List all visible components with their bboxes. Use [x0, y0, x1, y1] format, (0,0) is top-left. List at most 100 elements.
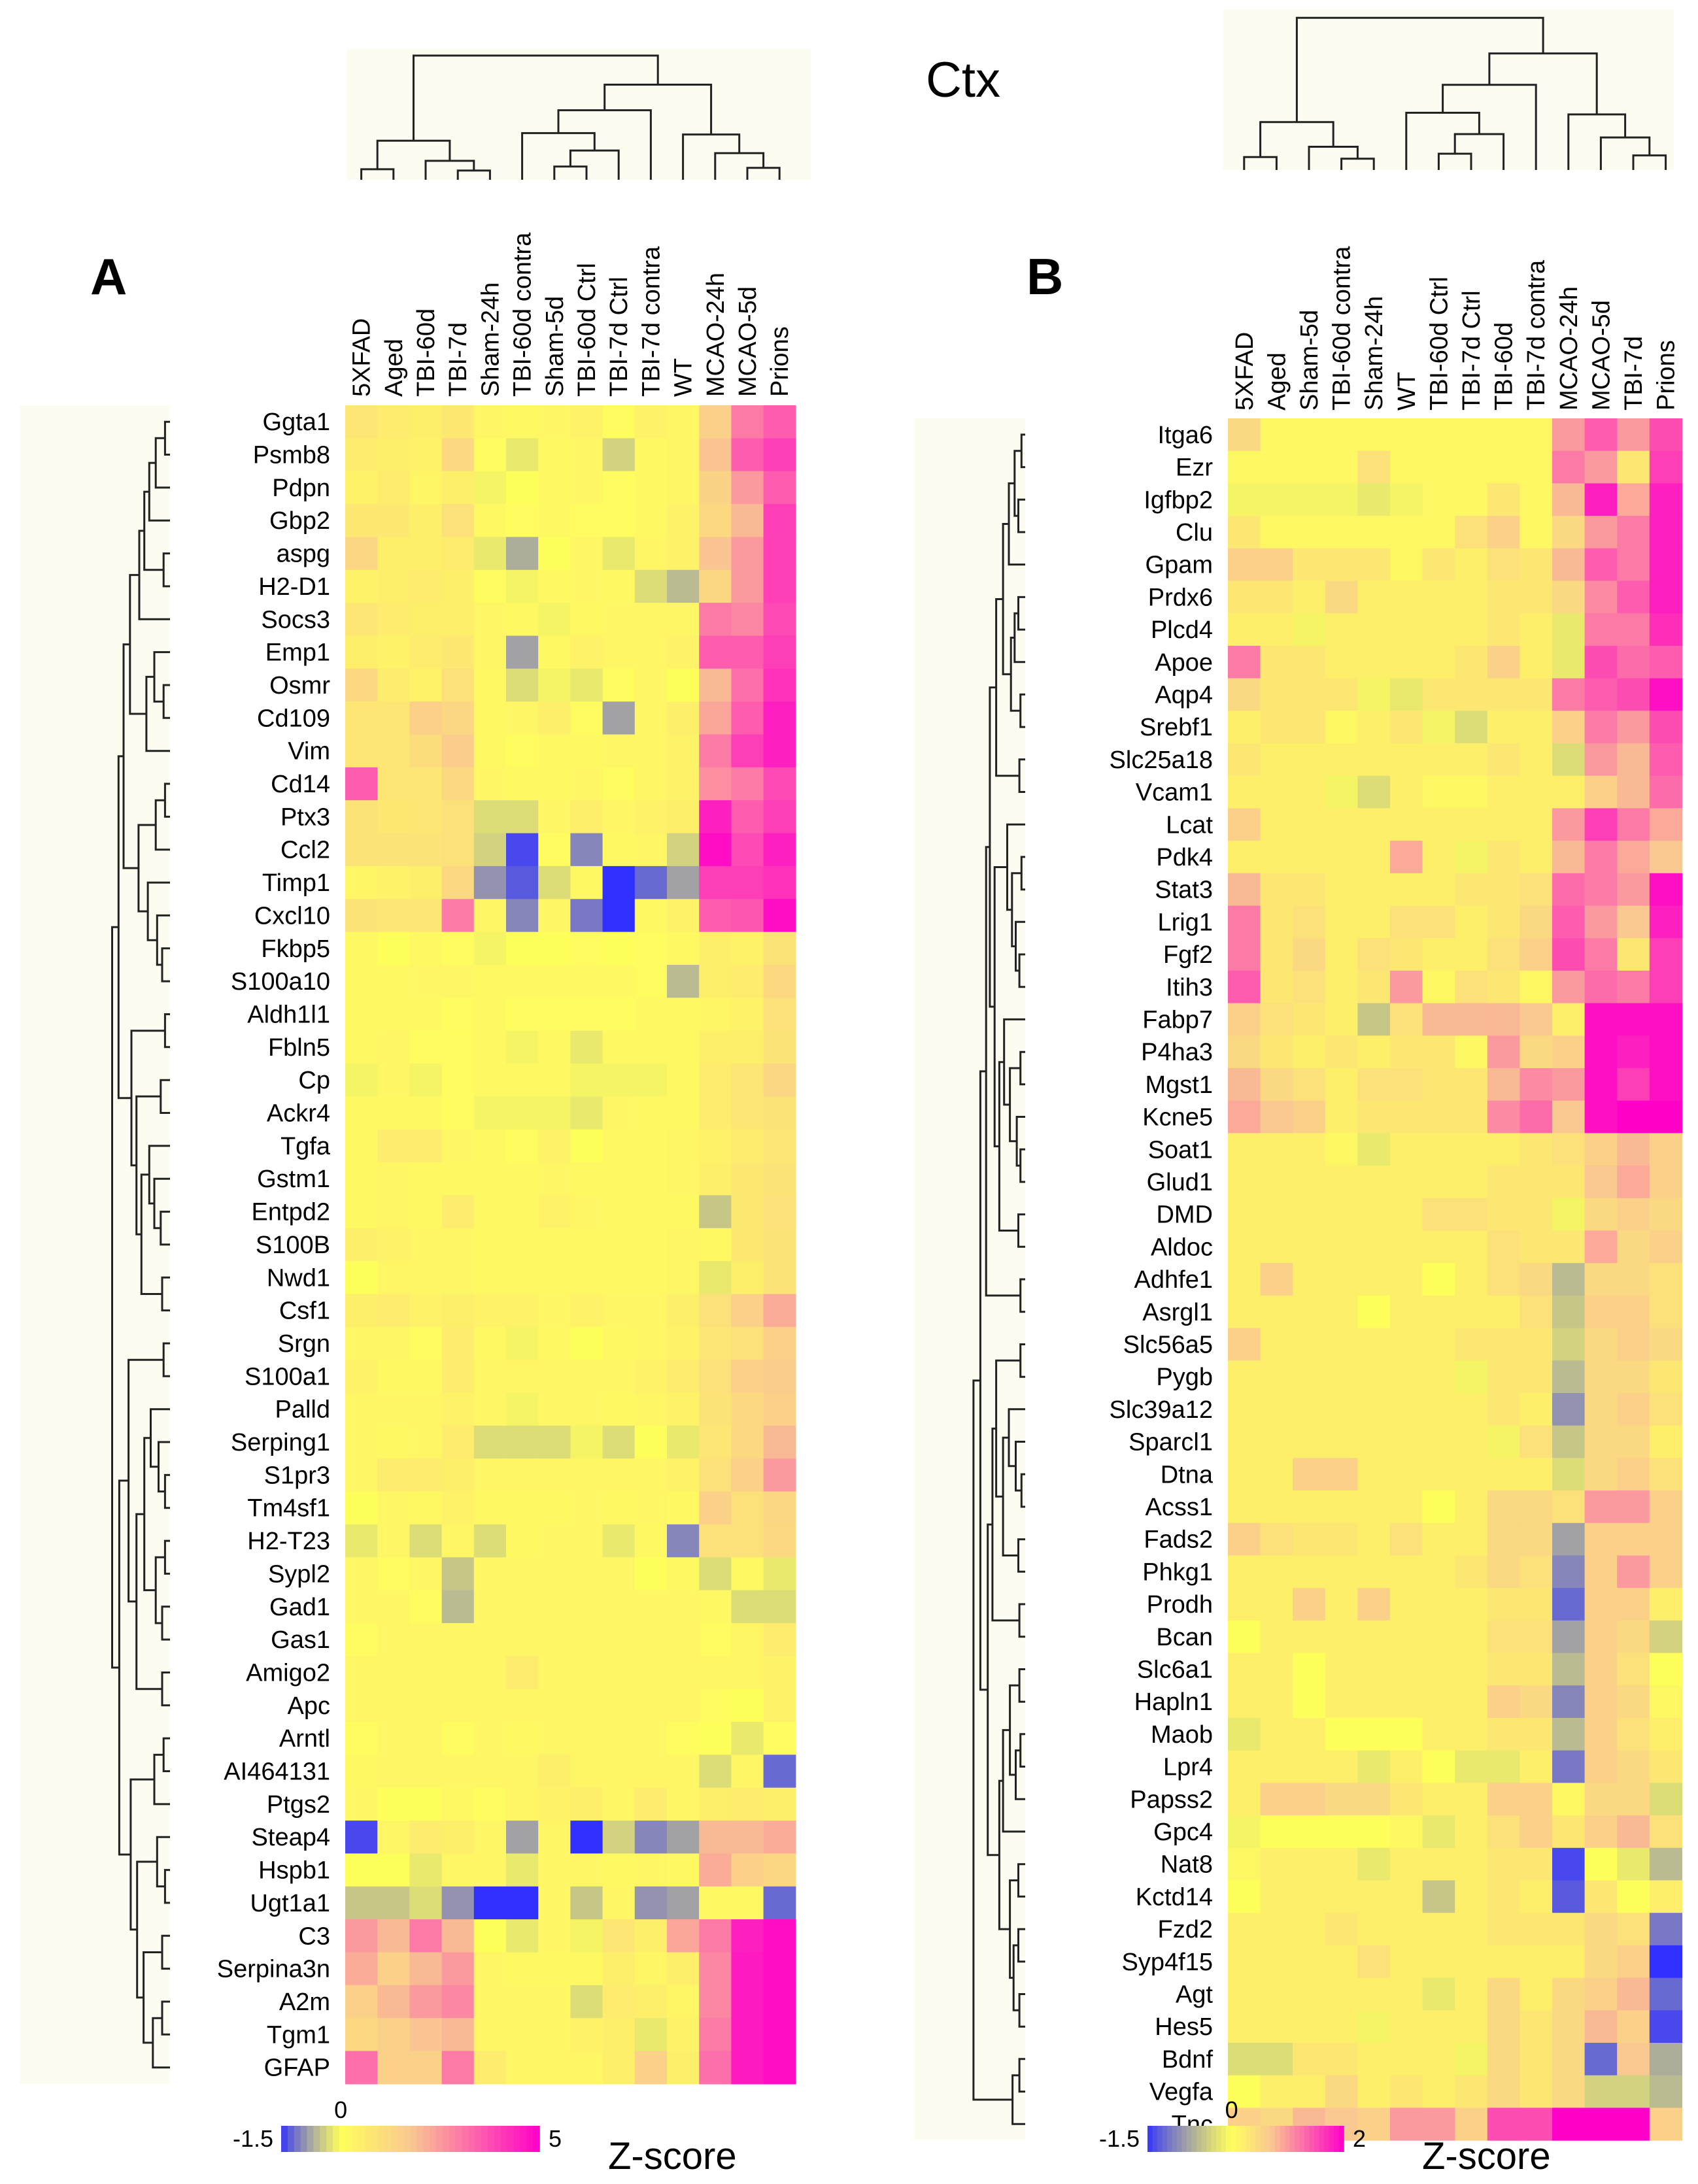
row-label: Prdx6: [1148, 584, 1213, 611]
heatmap-cell: [570, 1261, 603, 1295]
row-label: Hes5: [1155, 2013, 1213, 2041]
row-label: Dtna: [1161, 1461, 1214, 1488]
heatmap-cell: [570, 701, 603, 735]
row-label: Vegfa: [1149, 2079, 1214, 2106]
heatmap-cell: [1649, 418, 1682, 452]
heatmap-cell: [441, 405, 475, 439]
heatmap-panel-a: Ggta1Psmb8PdpnGbp2aspgH2-D1Socs3Emp1Osmr…: [20, 49, 811, 2177]
heatmap-cell: [1487, 1685, 1520, 1719]
legend-swatch: [352, 2126, 360, 2152]
heatmap-cell: [602, 1360, 636, 1394]
heatmap-cell: [1552, 743, 1586, 777]
heatmap-cell: [1617, 1847, 1650, 1881]
heatmap-cell: [1649, 2043, 1682, 2076]
heatmap-cell: [1455, 1035, 1488, 1069]
heatmap-cell: [1649, 1230, 1682, 1264]
heatmap-cell: [570, 1030, 603, 1064]
heatmap-cell: [1584, 418, 1618, 452]
heatmap-cell: [1357, 970, 1391, 1004]
heatmap-cell: [1617, 1750, 1650, 1783]
heatmap-cell: [1422, 1230, 1455, 1264]
heatmap-cell: [473, 1853, 507, 1887]
heatmap-cell: [1520, 580, 1553, 614]
heatmap-cell: [1422, 841, 1455, 874]
heatmap-cell: [634, 800, 668, 834]
heatmap-cell: [1552, 450, 1586, 484]
heatmap-cell: [1260, 1588, 1293, 1621]
heatmap-cell: [731, 1919, 764, 1953]
heatmap-cell: [1649, 1035, 1682, 1069]
legend-swatch: [410, 2126, 418, 2152]
row-label: Slc39a12: [1110, 1396, 1213, 1424]
heatmap-cell: [538, 1294, 571, 1328]
heatmap-cell: [377, 1557, 410, 1591]
heatmap-cell: [570, 998, 603, 1032]
heatmap-cell: [1390, 1945, 1423, 1979]
heatmap-cell: [1390, 1750, 1423, 1783]
heatmap-cell: [409, 405, 443, 439]
heatmap-cell: [1293, 1003, 1326, 1036]
heatmap-cell: [1422, 2043, 1455, 2076]
heatmap-cell: [1552, 970, 1586, 1004]
heatmap-cell: [1390, 2010, 1423, 2043]
heatmap-cell: [506, 865, 539, 899]
heatmap-cell: [1552, 1230, 1586, 1264]
heatmap-cell: [667, 701, 700, 735]
heatmap-cell: [570, 1919, 603, 1953]
row-label: Fkbp5: [261, 935, 330, 963]
heatmap-cell: [441, 438, 475, 472]
heatmap-cell: [1390, 1718, 1423, 1751]
heatmap-cell: [1584, 1263, 1618, 1296]
heatmap-cell: [731, 1129, 764, 1163]
heatmap-cell: [1325, 1913, 1358, 1946]
heatmap-cell: [1455, 1718, 1488, 1751]
heatmap-cell: [345, 965, 378, 998]
heatmap-cell: [1584, 1100, 1618, 1134]
heatmap-cell: [441, 1392, 475, 1426]
row-label: Steap4: [252, 1824, 330, 1851]
row-label: Itga6: [1157, 422, 1213, 449]
heatmap-cell: [1455, 1328, 1488, 1361]
heatmap-cell: [506, 2051, 539, 2085]
heatmap-cell: [1617, 1588, 1650, 1621]
heatmap-cell: [1357, 1360, 1391, 1394]
heatmap-cell: [1260, 2075, 1293, 2108]
heatmap-cell: [763, 1853, 796, 1887]
heatmap-cell: [1617, 483, 1650, 516]
heatmap-cell: [1422, 1068, 1455, 1101]
heatmap-cell: [602, 603, 636, 637]
heatmap-cell: [1455, 418, 1488, 452]
heatmap-cell: [1325, 873, 1358, 907]
heatmap-cell: [1422, 1100, 1455, 1134]
heatmap-cell: [1584, 1718, 1618, 1751]
heatmap-cell: [538, 504, 571, 537]
heatmap-cell: [1260, 1263, 1293, 1296]
heatmap-cell: [699, 1985, 732, 2019]
heatmap-cell: [731, 1688, 764, 1722]
heatmap-cell: [667, 1622, 700, 1656]
row-label: S100a1: [245, 1363, 330, 1390]
heatmap-cell: [473, 1228, 507, 1262]
heatmap-cell: [345, 1524, 378, 1558]
row-label: Kctd14: [1136, 1883, 1213, 1911]
heatmap-cell: [634, 1590, 668, 1624]
heatmap-cell: [1649, 1913, 1682, 1946]
heatmap-cell: [1455, 1393, 1488, 1426]
heatmap-cell: [570, 2018, 603, 2052]
heatmap-cell: [731, 438, 764, 472]
legend-title: Z-score: [608, 2135, 737, 2177]
heatmap-cell: [377, 1261, 410, 1295]
heatmap-cell: [1487, 1295, 1520, 1329]
legend-swatch: [442, 2126, 450, 2152]
heatmap-cell: [377, 1722, 410, 1755]
heatmap-cell: [1325, 1263, 1358, 1296]
heatmap-cell: [634, 865, 668, 899]
heatmap-cell: [1584, 1522, 1618, 1556]
heatmap-cell: [377, 1622, 410, 1656]
row-label: Tgm1: [267, 2021, 330, 2049]
legend-swatch: [1295, 2126, 1300, 2152]
heatmap-cell: [1455, 1588, 1488, 1621]
heatmap-cell: [409, 1557, 443, 1591]
legend-swatch: [1211, 2126, 1217, 2152]
heatmap-cell: [1649, 1133, 1682, 1166]
